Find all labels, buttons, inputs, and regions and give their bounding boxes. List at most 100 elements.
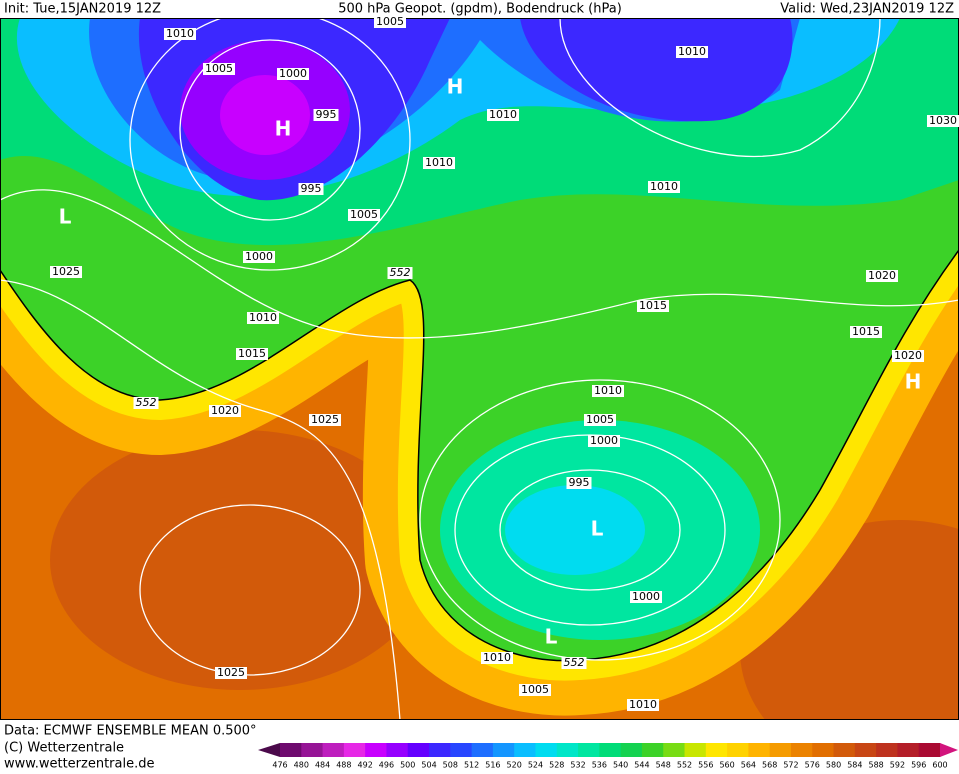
colorbar-swatch	[343, 743, 366, 757]
colorbar-label: 496	[379, 761, 394, 770]
colorbar-label: 552	[677, 761, 692, 770]
colorbar-swatch	[599, 743, 622, 757]
colorbar-swatch	[556, 743, 579, 757]
data-source: Data: ECMWF ENSEMBLE MEAN 0.500°	[4, 724, 257, 739]
isobar-label-box	[203, 63, 235, 75]
isobar-label-box	[298, 183, 324, 195]
isobar-label-box	[277, 68, 309, 80]
colorbar-swatch	[407, 743, 430, 757]
map	[0, 18, 959, 720]
isobar-label: 1020	[211, 404, 239, 417]
isobar-label: 1010	[425, 156, 453, 169]
init-label: Init: Tue,15JAN2019 12Z	[4, 2, 161, 17]
isobar-label-box	[630, 591, 662, 603]
isobar-label-box	[309, 414, 341, 426]
isobar-label-box	[566, 477, 592, 489]
isobar-label-box	[584, 414, 616, 426]
isobar-label: 1010	[629, 698, 657, 711]
isobar-label: 1000	[245, 250, 273, 263]
isobar-label-box	[374, 16, 406, 28]
colorbar-swatch	[280, 743, 302, 757]
colorbar-end	[940, 743, 958, 757]
map-title: 500 hPa Geopot. (gpdm), Bodendruck (hPa)	[338, 2, 622, 17]
isobar-label: 552	[564, 656, 585, 669]
colorbar-swatch	[492, 743, 515, 757]
colorbar-label: 536	[592, 761, 607, 770]
isobar-label-box	[627, 699, 659, 711]
colorbar-swatch	[790, 743, 813, 757]
isobar-label-box	[850, 326, 882, 338]
isobar-label: 1025	[217, 666, 245, 679]
colorbar-swatch	[705, 743, 728, 757]
colorbar-swatch	[769, 743, 792, 757]
colorbar-label: 520	[507, 761, 522, 770]
isobar-label-box	[892, 350, 924, 362]
colorbar-swatch	[918, 743, 941, 757]
isobar-label: 1010	[594, 384, 622, 397]
colorbar-label: 588	[868, 761, 883, 770]
colorbar-label: 572	[783, 761, 798, 770]
isobar-label-box	[236, 348, 268, 360]
isobar-label: 1010	[489, 108, 517, 121]
isobar-label: 1005	[350, 208, 378, 221]
colorbar-label: 540	[613, 761, 628, 770]
colorbar-label: 564	[741, 761, 756, 770]
pressure-center: H	[905, 370, 922, 394]
colorbar-swatch	[386, 743, 409, 757]
colorbar-swatch	[301, 743, 324, 757]
url: www.wetterzentrale.de	[4, 757, 154, 771]
isobar-label: 995	[569, 476, 590, 489]
pressure-center: H	[447, 75, 464, 99]
isobar-label-box	[487, 109, 519, 121]
isobar-label: 1005	[376, 15, 404, 28]
isobar-label: 1010	[249, 311, 277, 324]
isobar-label-box	[348, 209, 380, 221]
isobar-label: 1015	[852, 325, 880, 338]
isobar-label-box	[247, 312, 279, 324]
colorbar-label: 504	[421, 761, 436, 770]
valid-label: Valid: Wed,23JAN2019 12Z	[780, 2, 954, 17]
colorbar-label: 512	[464, 761, 479, 770]
colorbar-label: 480	[294, 761, 309, 770]
isobar-label: 1010	[650, 180, 678, 193]
isobar-label: 995	[301, 182, 322, 195]
isobar-label: 1025	[311, 413, 339, 426]
colorbar-swatch	[471, 743, 494, 757]
isobar-label-box	[481, 652, 513, 664]
isobar-label-box	[519, 684, 551, 696]
colorbar-label: 516	[485, 761, 500, 770]
pressure-center: L	[545, 625, 558, 649]
colorbar-swatch	[876, 743, 898, 757]
colorbar-label: 484	[315, 761, 330, 770]
isobar-label: 1015	[238, 347, 266, 360]
colorbar-swatch	[450, 743, 473, 757]
colorbar-label: 532	[570, 761, 585, 770]
colorbar-swatch	[514, 743, 536, 757]
isobar-label-box	[50, 266, 82, 278]
isobar-label-box	[866, 270, 898, 282]
isobar-label-box	[215, 667, 247, 679]
isobar-label: 1025	[52, 265, 80, 278]
colorbar-swatch	[578, 743, 600, 757]
colorbar-swatch	[322, 743, 345, 757]
colorbar-swatch	[365, 743, 387, 757]
colorbar-label: 548	[656, 761, 671, 770]
colorbar-label: 560	[719, 761, 734, 770]
colorbar-label: 556	[698, 761, 713, 770]
colorbar-label: 488	[336, 761, 351, 770]
pressure-center: L	[59, 205, 72, 229]
isobar-label: 1005	[586, 413, 614, 426]
isobar-label-box	[927, 115, 959, 127]
isobar-label-box	[588, 435, 620, 447]
isobar-label: 1005	[521, 683, 549, 696]
colorbar-swatch	[748, 743, 771, 757]
colorbar-swatch	[897, 743, 920, 757]
isobar-label: 1010	[483, 651, 511, 664]
isobar-label: 1005	[205, 62, 233, 75]
colorbar-label: 600	[932, 761, 947, 770]
isobar-label: 1030	[929, 114, 957, 127]
pressure-center: H	[275, 117, 292, 141]
isobar-label: 1010	[678, 45, 706, 58]
isobar-label-box	[313, 109, 339, 121]
